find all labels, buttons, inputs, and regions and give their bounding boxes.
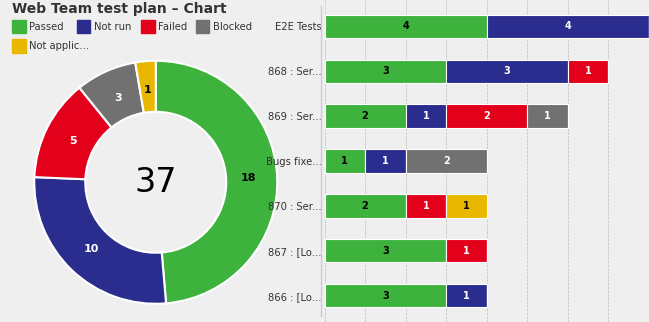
Bar bbox=[406, 194, 447, 218]
Text: Failed: Failed bbox=[158, 22, 188, 32]
Bar bbox=[365, 149, 406, 173]
Bar bbox=[324, 149, 365, 173]
Bar bbox=[447, 104, 527, 128]
Text: 3: 3 bbox=[114, 93, 121, 103]
Text: 1: 1 bbox=[422, 111, 429, 121]
Text: 3: 3 bbox=[504, 66, 510, 76]
Bar bbox=[324, 104, 406, 128]
Text: 1: 1 bbox=[463, 291, 470, 301]
Text: 1: 1 bbox=[341, 156, 348, 166]
Bar bbox=[196, 20, 209, 33]
Text: Web Team test plan – Chart: Web Team test plan – Chart bbox=[12, 3, 227, 16]
Text: Passed: Passed bbox=[29, 22, 64, 32]
Text: 1: 1 bbox=[382, 156, 389, 166]
Text: Not applic...: Not applic... bbox=[29, 41, 90, 51]
Text: 1: 1 bbox=[463, 201, 470, 211]
Bar bbox=[324, 14, 487, 38]
Text: Not run: Not run bbox=[94, 22, 131, 32]
Bar bbox=[324, 60, 447, 83]
Text: 4: 4 bbox=[402, 21, 409, 31]
Bar bbox=[406, 149, 487, 173]
Wedge shape bbox=[135, 61, 156, 113]
Bar bbox=[447, 60, 568, 83]
Text: 2: 2 bbox=[361, 201, 369, 211]
Text: 5: 5 bbox=[69, 136, 77, 146]
Bar bbox=[527, 104, 568, 128]
Bar bbox=[487, 14, 649, 38]
Text: 4: 4 bbox=[565, 21, 571, 31]
Wedge shape bbox=[34, 177, 166, 304]
Bar bbox=[77, 20, 90, 33]
Text: 10: 10 bbox=[84, 244, 99, 254]
Wedge shape bbox=[79, 62, 144, 128]
Bar bbox=[324, 284, 447, 308]
Text: 1: 1 bbox=[545, 111, 551, 121]
Text: 2: 2 bbox=[443, 156, 450, 166]
Text: 37: 37 bbox=[134, 166, 177, 199]
Bar bbox=[406, 104, 447, 128]
Text: 2: 2 bbox=[361, 111, 369, 121]
Text: 3: 3 bbox=[382, 66, 389, 76]
Bar bbox=[568, 60, 609, 83]
Text: 18: 18 bbox=[240, 173, 256, 183]
Text: 3: 3 bbox=[382, 291, 389, 301]
Text: 1: 1 bbox=[422, 201, 429, 211]
Bar bbox=[447, 284, 487, 308]
Text: Blocked: Blocked bbox=[213, 22, 252, 32]
Bar bbox=[324, 194, 406, 218]
Text: 2: 2 bbox=[484, 111, 490, 121]
Bar bbox=[12, 40, 26, 53]
Text: 3: 3 bbox=[382, 246, 389, 256]
Bar bbox=[12, 20, 26, 33]
Wedge shape bbox=[156, 61, 277, 303]
Wedge shape bbox=[34, 88, 112, 179]
Bar bbox=[447, 239, 487, 262]
Bar bbox=[324, 239, 447, 262]
Text: 1: 1 bbox=[585, 66, 591, 76]
Text: 1: 1 bbox=[144, 85, 152, 95]
Bar bbox=[141, 20, 154, 33]
Bar bbox=[447, 194, 487, 218]
Text: 1: 1 bbox=[463, 246, 470, 256]
